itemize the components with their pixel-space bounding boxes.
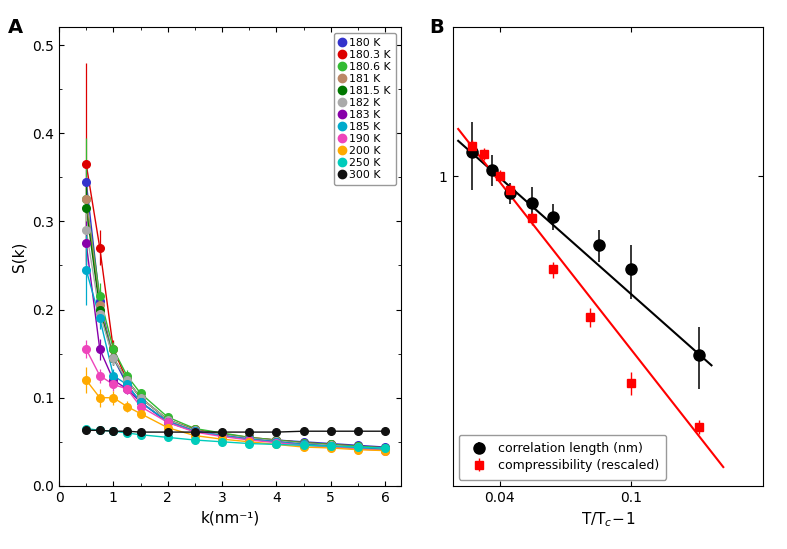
X-axis label: T/T$_c\!-\!1$: T/T$_c\!-\!1$ (581, 510, 635, 529)
Legend: correlation length (nm), compressibility (rescaled): correlation length (nm), compressibility… (459, 435, 667, 480)
Y-axis label: S(k): S(k) (12, 242, 27, 272)
Legend: 180 K, 180.3 K, 180.6 K, 181 K, 181.5 K, 182 K, 183 K, 185 K, 190 K, 200 K, 250 : 180 K, 180.3 K, 180.6 K, 181 K, 181.5 K,… (334, 33, 396, 185)
Text: A: A (8, 18, 23, 37)
X-axis label: k(nm⁻¹): k(nm⁻¹) (201, 510, 260, 525)
Text: B: B (429, 18, 444, 37)
